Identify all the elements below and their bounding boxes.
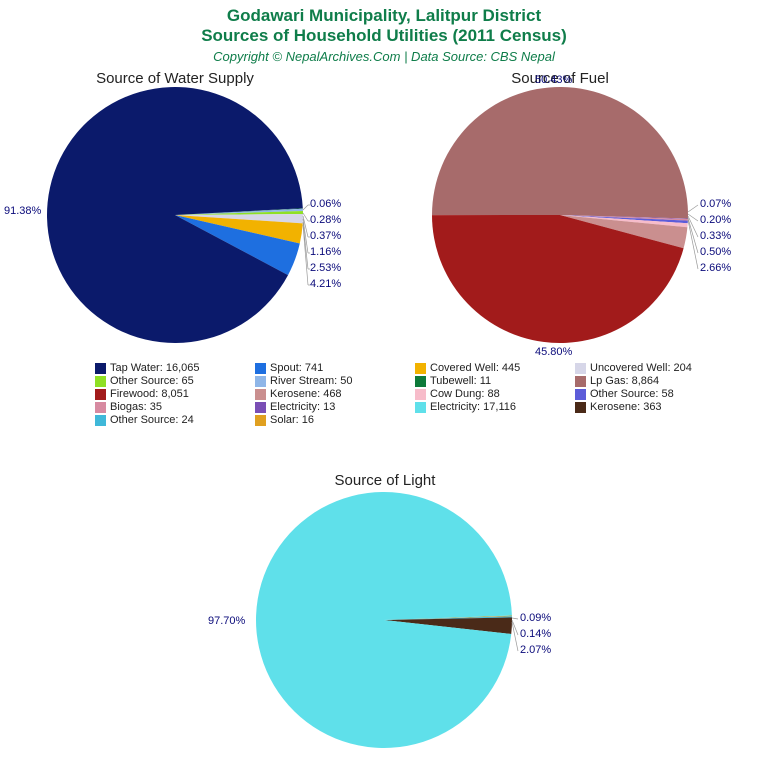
pct-label: 2.07% [520, 644, 551, 656]
pct-label: 2.53% [310, 262, 341, 274]
legend-item: Covered Well: 445 [415, 362, 573, 374]
pct-label: 91.38% [4, 205, 41, 217]
legend-item: Other Source: 24 [95, 414, 253, 426]
pct-label: 4.21% [310, 278, 341, 290]
chart-container: Godawari Municipality, Lalitpur District… [0, 0, 768, 768]
legend-label: Lp Gas: 8,864 [590, 375, 659, 387]
legend-swatch [95, 363, 106, 374]
pct-label: 0.09% [520, 612, 551, 624]
legend-label: Kerosene: 468 [270, 388, 342, 400]
legend-swatch [415, 363, 426, 374]
legend-label: Other Source: 65 [110, 375, 194, 387]
legend-label: Covered Well: 445 [430, 362, 520, 374]
pct-label: 0.28% [310, 214, 341, 226]
legend-swatch [95, 376, 106, 387]
legend-item: Biogas: 35 [95, 401, 253, 413]
legend-swatch [255, 415, 266, 426]
pct-label: 0.33% [700, 230, 731, 242]
pct-label: 1.16% [310, 246, 341, 258]
legend-label: Tubewell: 11 [430, 375, 491, 387]
legend-item: Kerosene: 363 [575, 401, 733, 413]
legend-swatch [415, 402, 426, 413]
pct-label: 0.37% [310, 230, 341, 242]
legend-item: Spout: 741 [255, 362, 413, 374]
legend-swatch [575, 376, 586, 387]
legend-item: Tap Water: 16,065 [95, 362, 253, 374]
legend-label: Biogas: 35 [110, 401, 162, 413]
legend-label: Electricity: 13 [270, 401, 335, 413]
legend-swatch [255, 376, 266, 387]
pct-label: 0.14% [520, 628, 551, 640]
legend-swatch [255, 389, 266, 400]
legend-label: Spout: 741 [270, 362, 323, 374]
legend-label: Electricity: 17,116 [430, 401, 516, 413]
legend-swatch [415, 376, 426, 387]
legend-swatch [255, 402, 266, 413]
legend-item: Uncovered Well: 204 [575, 362, 733, 374]
legend-item: Cow Dung: 88 [415, 388, 573, 400]
legend-swatch [575, 389, 586, 400]
legend-swatch [575, 363, 586, 374]
legend-label: Tap Water: 16,065 [110, 362, 199, 374]
legend-item: Tubewell: 11 [415, 375, 573, 387]
legend-item: Solar: 16 [255, 414, 413, 426]
legend-label: Other Source: 24 [110, 414, 194, 426]
legend-item: Kerosene: 468 [255, 388, 413, 400]
legend-swatch [255, 363, 266, 374]
pct-label: 2.66% [700, 262, 731, 274]
legend-item: Firewood: 8,051 [95, 388, 253, 400]
legend-swatch [95, 389, 106, 400]
legend-label: Firewood: 8,051 [110, 388, 189, 400]
pct-label: 0.07% [700, 198, 731, 210]
legend-item: Other Source: 65 [95, 375, 253, 387]
legend: Tap Water: 16,065 Spout: 741 Covered Well:… [95, 362, 733, 426]
legend-swatch [95, 402, 106, 413]
legend-label: Other Source: 58 [590, 388, 674, 400]
legend-swatch [95, 415, 106, 426]
legend-label: Kerosene: 363 [590, 401, 662, 413]
pct-label: 97.70% [208, 615, 245, 627]
pct-label: 0.50% [700, 246, 731, 258]
legend-item: Electricity: 13 [255, 401, 413, 413]
legend-label: River Stream: 50 [270, 375, 353, 387]
legend-item: River Stream: 50 [255, 375, 413, 387]
pct-label: 45.80% [535, 346, 572, 358]
legend-label: Solar: 16 [270, 414, 314, 426]
legend-item: Lp Gas: 8,864 [575, 375, 733, 387]
legend-swatch [415, 389, 426, 400]
pct-label: 0.06% [310, 198, 341, 210]
pct-label: 50.43% [535, 74, 572, 86]
legend-item: Electricity: 17,116 [415, 401, 573, 413]
legend-label: Cow Dung: 88 [430, 388, 500, 400]
legend-swatch [575, 402, 586, 413]
legend-item: Other Source: 58 [575, 388, 733, 400]
legend-label: Uncovered Well: 204 [590, 362, 692, 374]
pct-label: 0.20% [700, 214, 731, 226]
